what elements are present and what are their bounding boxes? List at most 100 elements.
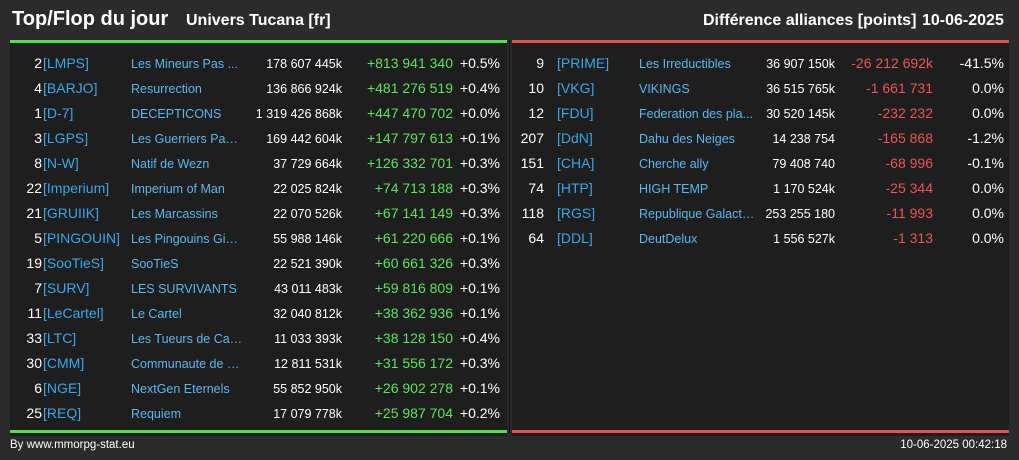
alliance-name-link[interactable]: Cherche ally xyxy=(639,157,709,171)
table-row: 11 [LeCartel] Le Cartel 32 040 812k +38 362 … xyxy=(10,302,507,327)
alliance-name-link[interactable]: DeutDelux xyxy=(639,232,698,246)
rank-cell: 30 xyxy=(26,355,42,371)
alliance-tag-link[interactable]: [PINGOUIN] xyxy=(43,230,121,246)
alliance-name-link[interactable]: Requiem xyxy=(131,407,182,421)
rank-cell: 6 xyxy=(34,380,42,396)
flop-list: 9 [PRIME] Les Irreductibles 36 907 150k -26 … xyxy=(512,52,1009,252)
alliance-name-link[interactable]: Les Marcassins xyxy=(131,207,218,221)
alliance-tag-link[interactable]: [DdN] xyxy=(557,130,593,146)
alliance-tag-link[interactable]: [HTP] xyxy=(557,180,593,196)
alliance-tag-link[interactable]: [REQ] xyxy=(43,405,82,421)
alliance-tag-link[interactable]: [LMPS] xyxy=(43,55,89,71)
diff-cell: +74 713 188 xyxy=(374,180,453,196)
rank-cell: 8 xyxy=(34,155,42,171)
alliance-tag-link[interactable]: [CMM] xyxy=(43,355,85,371)
alliance-name-link[interactable]: Les Guerriers Pas ... xyxy=(131,132,243,146)
alliance-tag-link[interactable]: [NGE] xyxy=(43,380,82,396)
percent-cell: 0.0% xyxy=(972,230,1004,246)
rank-cell: 33 xyxy=(26,330,42,346)
panel-divider xyxy=(509,40,510,433)
table-row: 22 [Imperium] Imperium of Man 22 025 824k +7… xyxy=(10,177,507,202)
alliance-tag-link[interactable]: [N-W] xyxy=(43,155,79,171)
percent-cell: +0.1% xyxy=(459,280,500,296)
alliance-name-link[interactable]: Les Pingouins Givre... xyxy=(131,232,243,246)
percent-cell: +0.3% xyxy=(459,180,500,196)
table-row: 118 [RGS] Republique Galacti... 253 255 180… xyxy=(512,202,1009,227)
points-cell: 36 515 765k xyxy=(766,82,835,96)
alliance-name-link[interactable]: LES SURVIVANTS xyxy=(131,282,237,296)
alliance-name-link[interactable]: HIGH TEMP xyxy=(639,182,709,196)
alliance-name-link[interactable]: SooTieS xyxy=(131,257,179,271)
percent-cell: -0.1% xyxy=(967,155,1004,171)
alliance-tag-link[interactable]: [SooTieS] xyxy=(43,255,104,271)
diff-cell: +126 332 701 xyxy=(366,155,453,171)
points-cell: 22 025 824k xyxy=(273,182,342,196)
diff-cell: +481 276 519 xyxy=(366,80,453,96)
alliance-name-link[interactable]: Natif de Wezn xyxy=(131,157,210,171)
rank-cell: 22 xyxy=(26,180,42,196)
alliance-name-link[interactable]: VIKINGS xyxy=(639,82,690,96)
alliance-tag-link[interactable]: [LeCartel] xyxy=(43,305,104,321)
diff-cell: -165 868 xyxy=(877,130,933,146)
alliance-name-link[interactable]: Federation des pla... xyxy=(639,107,753,121)
diff-cell: +25 987 704 xyxy=(374,405,453,421)
rank-cell: 21 xyxy=(26,205,42,221)
table-row: 19 [SooTieS] SooTieS 22 521 390k +60 661 326… xyxy=(10,252,507,277)
source-credit: By www.mmorpg-stat.eu xyxy=(10,439,135,451)
diff-cell: +38 128 150 xyxy=(374,330,453,346)
alliance-tag-link[interactable]: [DDL] xyxy=(557,230,593,246)
rank-cell: 74 xyxy=(528,180,544,196)
alliance-tag-link[interactable]: [RGS] xyxy=(557,205,596,221)
header: Top/Flop du jour Univers Tucana [fr] Dif… xyxy=(0,0,1019,40)
alliance-tag-link[interactable]: [D-7] xyxy=(43,105,74,121)
top-panel: 2 [LMPS] Les Mineurs Pas ... 178 607 445k +8… xyxy=(10,40,507,436)
table-row: 33 [LTC] Les Tueurs de Can... 11 033 393k +3… xyxy=(10,327,507,352)
percent-cell: +0.3% xyxy=(459,255,500,271)
table-row: 6 [NGE] NextGen Eternels 55 852 950k +26 902… xyxy=(10,377,507,402)
table-row: 1 [D-7] DECEPTICONS 1 319 426 868k +447 470 … xyxy=(10,102,507,127)
alliance-tag-link[interactable]: [PRIME] xyxy=(557,55,610,71)
percent-cell: +0.1% xyxy=(459,380,500,396)
table-row: 5 [PINGOUIN] Les Pingouins Givre... 55 988 … xyxy=(10,227,507,252)
table-row: 21 [GRUIIK] Les Marcassins 22 070 526k +67 1… xyxy=(10,202,507,227)
percent-cell: +0.4% xyxy=(459,80,500,96)
points-cell: 32 040 812k xyxy=(273,307,342,321)
alliance-tag-link[interactable]: [CHA] xyxy=(557,155,595,171)
alliance-tag-link[interactable]: [SURV] xyxy=(43,280,90,296)
page-title: Top/Flop du jour xyxy=(12,8,169,30)
table-row: 74 [HTP] HIGH TEMP 1 170 524k -25 344 0.0% xyxy=(512,177,1009,202)
alliance-tag-link[interactable]: [Imperium] xyxy=(43,180,110,196)
alliance-name-link[interactable]: Dahu des Neiges xyxy=(639,132,735,146)
percent-cell: +0.1% xyxy=(459,305,500,321)
alliance-name-link[interactable]: Le Cartel xyxy=(131,307,182,321)
alliance-tag-link[interactable]: [LTC] xyxy=(43,330,77,346)
alliance-name-link[interactable]: Republique Galacti... xyxy=(639,207,755,221)
diff-cell: -232 232 xyxy=(877,105,933,121)
table-row: 151 [CHA] Cherche ally 79 408 740 -68 996 -0.… xyxy=(512,152,1009,177)
alliance-tag-link[interactable]: [LGPS] xyxy=(43,130,89,146)
alliance-name-link[interactable]: Les Tueurs de Can... xyxy=(131,332,243,346)
alliance-name-link[interactable]: Imperium of Man xyxy=(131,182,225,196)
points-cell: 43 011 483k xyxy=(274,282,342,296)
footer-timestamp: 10-06-2025 00:42:18 xyxy=(900,439,1007,451)
alliance-tag-link[interactable]: [BARJO] xyxy=(43,80,98,96)
points-cell: 12 811 531k xyxy=(274,357,342,371)
table-row: 10 [VKG] VIKINGS 36 515 765k -1 661 731 0.0% xyxy=(512,77,1009,102)
alliance-tag-link[interactable]: [GRUIIK] xyxy=(43,205,100,221)
universe-label: Univers Tucana [fr] xyxy=(186,12,331,29)
table-row: 9 [PRIME] Les Irreductibles 36 907 150k -26 … xyxy=(512,52,1009,77)
alliance-name-link[interactable]: DECEPTICONS xyxy=(131,107,222,121)
percent-cell: -41.5% xyxy=(959,55,1004,71)
rank-cell: 10 xyxy=(528,80,544,96)
alliance-name-link[interactable]: NextGen Eternels xyxy=(131,382,230,396)
percent-cell: 0.0% xyxy=(972,180,1004,196)
alliance-name-link[interactable]: Communaute de m... xyxy=(131,357,243,371)
alliance-tag-link[interactable]: [FDU] xyxy=(557,105,594,121)
rank-cell: 5 xyxy=(34,230,42,246)
rank-cell: 11 xyxy=(27,305,42,321)
alliance-name-link[interactable]: Resurrection xyxy=(131,82,202,96)
alliance-name-link[interactable]: Les Irreductibles xyxy=(639,57,731,71)
alliance-tag-link[interactable]: [VKG] xyxy=(557,80,595,96)
alliance-name-link[interactable]: Les Mineurs Pas ... xyxy=(131,57,238,71)
rank-cell: 207 xyxy=(520,130,544,146)
